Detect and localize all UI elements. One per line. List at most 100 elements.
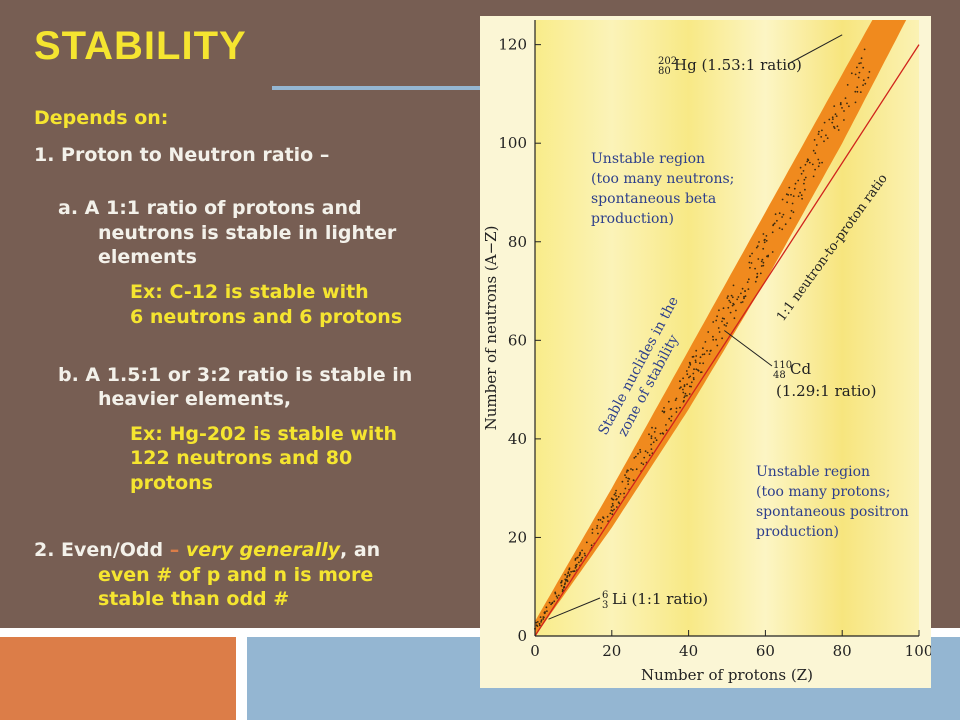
nuclide-dot <box>771 251 774 253</box>
nuclide-dot <box>551 602 554 605</box>
nuclide-dot <box>863 48 866 51</box>
nuclide-dot <box>790 209 793 212</box>
nuclide-dot <box>813 139 816 141</box>
nuclide-dot <box>712 321 715 323</box>
nuclide-dot <box>778 227 781 230</box>
nuclide-dot <box>693 368 695 371</box>
y-tick-label: 20 <box>508 528 527 546</box>
nuclide-dot <box>749 255 751 258</box>
nuclide-dot <box>814 168 816 171</box>
nuclide-dot <box>803 182 805 185</box>
y-tick-label: 100 <box>498 134 527 152</box>
nuclide-dot <box>806 158 809 161</box>
nuclide-dot <box>788 186 791 189</box>
nuclide-dot <box>817 158 820 161</box>
nuclide-dot <box>817 133 820 135</box>
nuclide-dot <box>781 198 784 201</box>
nuclide-dot <box>756 245 759 248</box>
x-tick-label: 0 <box>530 642 540 660</box>
nuclide-dot <box>535 624 538 627</box>
nuclide-dot <box>564 573 567 576</box>
nuclide-dot <box>843 119 845 121</box>
nuclide-dot <box>791 202 794 205</box>
nuclide-dot <box>612 498 615 501</box>
nuclide-dot <box>730 294 733 297</box>
nuclide-dot <box>630 468 632 470</box>
y-tick-label: 80 <box>508 233 527 251</box>
nuclide-dot <box>854 101 857 104</box>
nuclide-dot <box>686 394 688 397</box>
nuclide-dot <box>611 513 614 516</box>
nuclide-dot <box>584 554 586 557</box>
nuclide-dot <box>688 385 691 388</box>
nuclide-dot <box>765 239 768 242</box>
nuclide-dot <box>740 292 742 295</box>
nuclide-dot <box>564 578 567 581</box>
nuclide-dot <box>797 195 800 198</box>
nuclide-dot <box>818 162 821 164</box>
nuclide-dot <box>692 355 695 358</box>
nuclide-dot <box>820 136 823 138</box>
nuclide-dot <box>862 79 865 82</box>
nuclide-dot <box>573 570 576 572</box>
nuclide-dot <box>802 170 805 172</box>
nuclide-dot <box>685 370 688 372</box>
nuclide-dot <box>702 347 704 350</box>
nuclide-dot <box>631 469 634 471</box>
nuclide-dot <box>613 508 615 511</box>
nuclide-dot <box>661 410 664 413</box>
nuclide-dot <box>759 272 762 275</box>
li-label: Li (1:1 ratio) <box>612 590 708 608</box>
nuclide-dot <box>644 450 647 453</box>
nuclide-dot <box>694 359 697 362</box>
nuclide-dot <box>667 400 670 403</box>
nuclide-dot <box>846 84 849 86</box>
nuclide-dot <box>675 397 678 400</box>
nuclide-dot <box>675 411 678 413</box>
nuclide-dot <box>555 595 558 598</box>
nuclide-dot <box>786 201 788 204</box>
nuclide-dot <box>560 581 562 584</box>
nuclide-dot <box>707 331 710 333</box>
nuclide-dot <box>689 375 692 378</box>
nuclide-dot <box>611 509 614 512</box>
nuclide-dot <box>546 610 548 612</box>
nuclide-dot <box>712 338 715 341</box>
nuclide-dot <box>577 556 579 559</box>
nuclide-dot <box>539 616 542 618</box>
nuclide-dot <box>695 355 698 357</box>
point-2-dash: – <box>163 539 186 561</box>
nuclide-dot <box>723 324 726 326</box>
nuclide-dot <box>782 213 785 216</box>
nuclide-dot <box>601 521 604 523</box>
nuclide-dot <box>725 325 727 327</box>
nuclide-dot <box>718 331 721 333</box>
nuclide-dot <box>793 187 796 190</box>
nuclide-dot <box>583 552 586 555</box>
nuclide-dot <box>812 175 815 178</box>
nuclide-dot <box>609 512 612 515</box>
nuclide-dot <box>868 71 871 73</box>
nuclide-dot <box>839 103 842 106</box>
point-1b-line1: b. A 1.5:1 or 3:2 ratio is stable in <box>58 364 413 386</box>
nuclide-dot <box>859 91 862 93</box>
nuclide-dot <box>749 266 751 269</box>
nuclide-dot <box>699 362 701 365</box>
nuclide-dot <box>858 71 861 74</box>
nuclide-dot <box>856 66 858 69</box>
nuclide-dot <box>761 258 764 261</box>
nuclide-dot <box>831 116 834 119</box>
nuclide-dot <box>674 399 677 401</box>
nuclide-dot <box>763 239 766 242</box>
nuclide-dot <box>597 518 600 521</box>
nuclide-dot <box>627 477 630 480</box>
example-1-line2: 6 neutrons and 6 protons <box>130 306 403 328</box>
nuclide-dot <box>743 295 745 298</box>
nuclide-dot <box>591 532 594 534</box>
nuclide-dot <box>646 451 649 454</box>
nuclide-dot <box>781 216 783 218</box>
nuclide-dot <box>815 144 818 146</box>
nuclide-dot <box>732 284 735 287</box>
nuclide-dot <box>717 327 720 329</box>
nuclide-dot <box>790 193 792 196</box>
